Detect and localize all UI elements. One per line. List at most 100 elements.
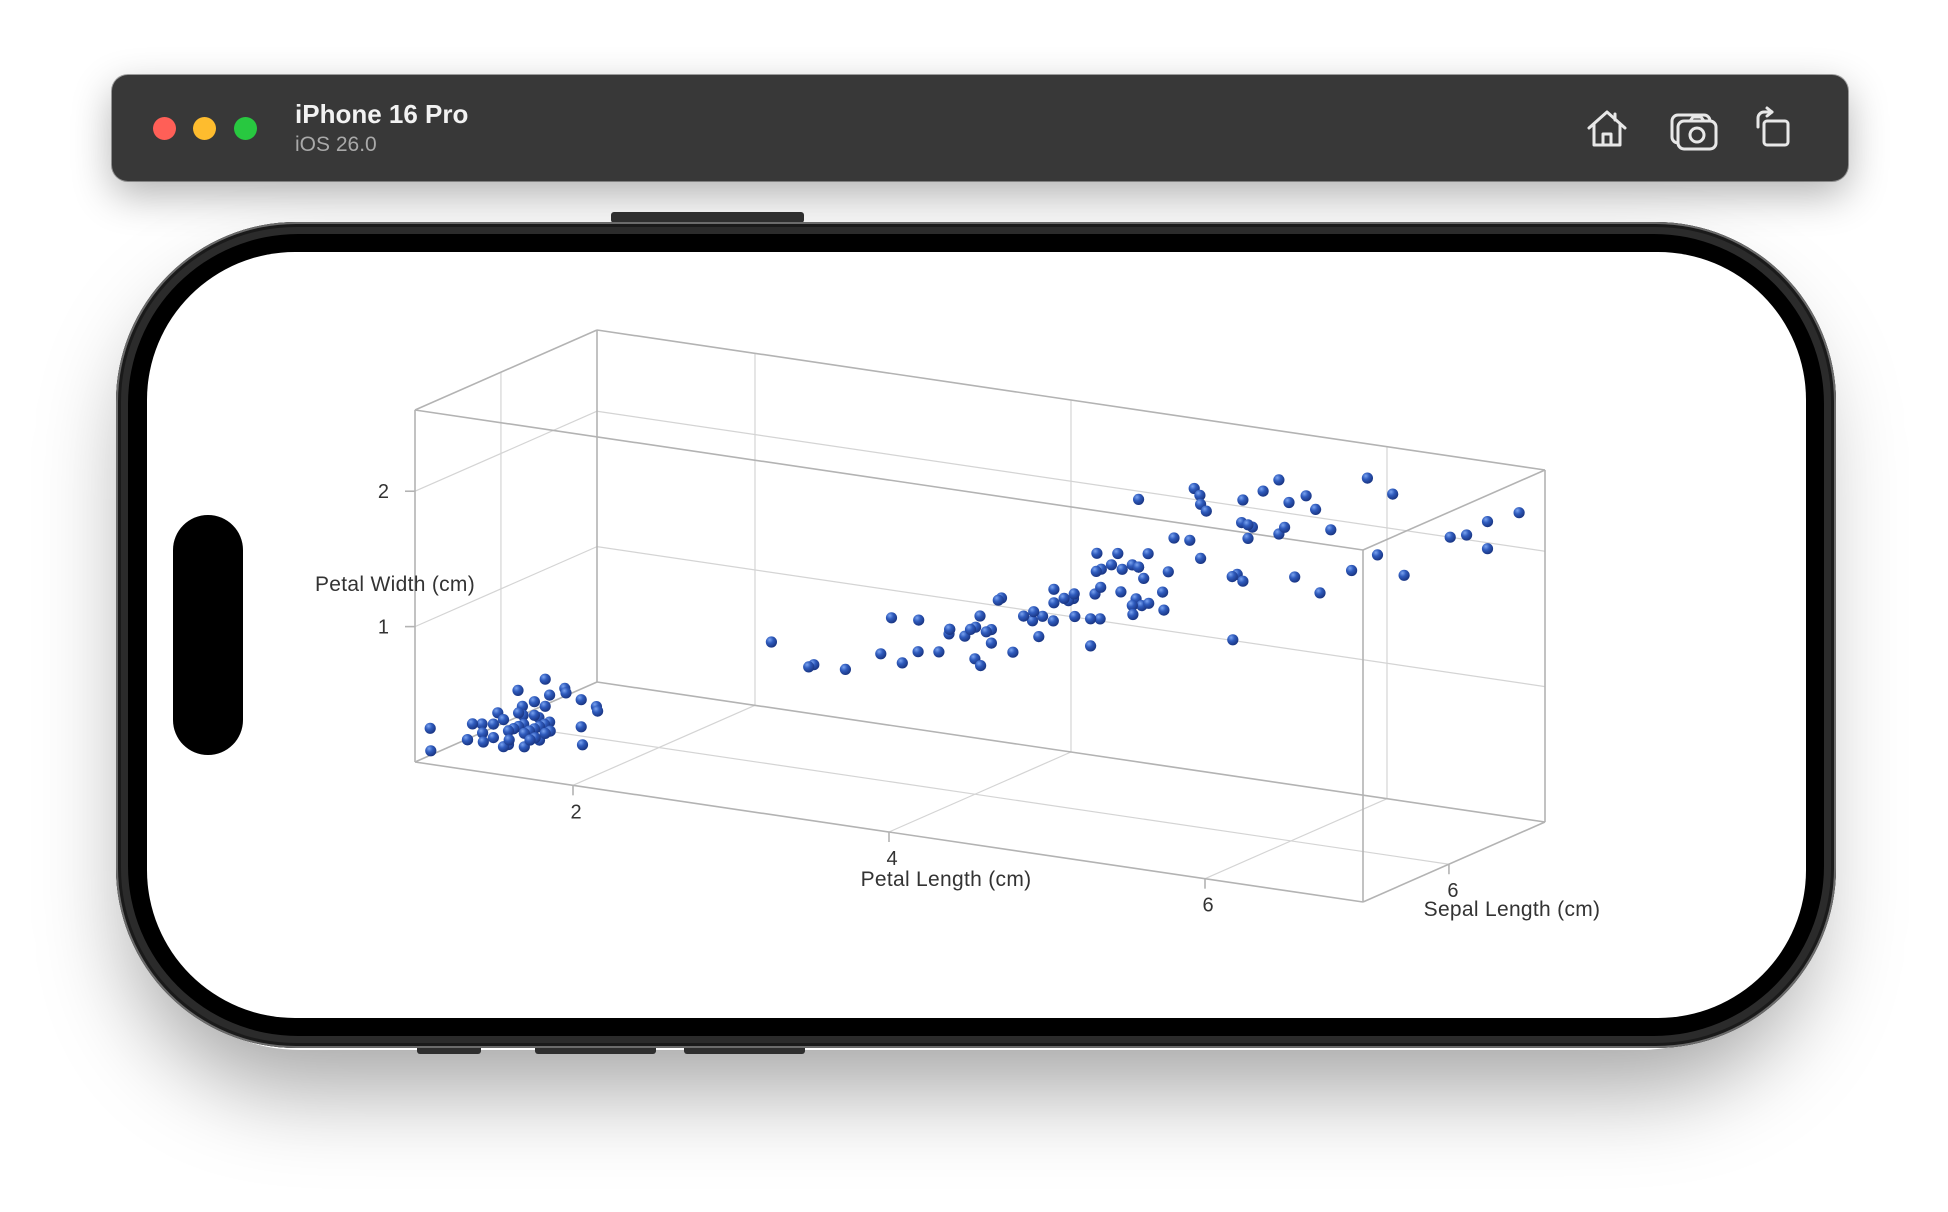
scatter-point <box>544 689 556 701</box>
scatter-point <box>1091 547 1103 559</box>
home-button[interactable] <box>1582 103 1632 153</box>
scatter-point <box>1018 610 1030 622</box>
scatter-point <box>1069 610 1081 623</box>
scatter-point <box>524 734 536 746</box>
scatter-point <box>1157 586 1169 598</box>
scatter-point <box>803 661 815 673</box>
scatter-point <box>975 660 987 672</box>
scatter-point <box>1481 543 1494 555</box>
box-edge <box>414 329 598 411</box>
x-tick-label: 2 <box>570 801 581 823</box>
camera-icon <box>1670 113 1718 151</box>
scatter-point <box>885 612 898 624</box>
grid-line-x-floor <box>888 751 1072 833</box>
scatter-point <box>1398 569 1410 581</box>
scatter-point <box>1325 524 1337 536</box>
scatter-point <box>1242 519 1254 531</box>
scatter-point <box>933 646 945 658</box>
scatter-point <box>575 721 587 733</box>
scatter-point <box>1162 566 1174 578</box>
scatter-point <box>1090 565 1102 578</box>
scatter-point <box>1007 646 1019 658</box>
scatter-point <box>1143 597 1155 609</box>
scatter-point <box>466 718 479 730</box>
phone-screen <box>147 252 1806 1018</box>
scatter-point <box>1242 532 1254 545</box>
home-icon <box>1587 110 1627 147</box>
scatter-point <box>1085 613 1097 625</box>
scatter-point <box>1227 634 1239 646</box>
zoom-window-button[interactable] <box>234 117 257 140</box>
scatter-point <box>425 745 437 757</box>
scatter-point <box>497 714 510 726</box>
scatter-point <box>575 694 587 706</box>
scatter-point <box>964 623 977 636</box>
scatter-point <box>1033 631 1045 643</box>
close-window-button[interactable] <box>153 117 176 140</box>
scatter-point <box>875 648 887 660</box>
hardware-button-volume-down[interactable] <box>684 1044 805 1054</box>
rotate-icon <box>1756 106 1790 147</box>
scatter-point <box>1138 572 1150 585</box>
scatter-point <box>1047 615 1059 627</box>
scatter-point <box>424 722 436 734</box>
scatter-point <box>1126 599 1138 612</box>
scatter-point <box>1283 496 1295 509</box>
scatter-point <box>1310 503 1322 515</box>
scatter-point <box>1048 583 1060 595</box>
scatter-point <box>1226 571 1238 583</box>
scatter-point <box>1279 521 1291 533</box>
scatter-point <box>1184 534 1196 546</box>
scatter-point <box>503 734 515 746</box>
scatter-point <box>1158 604 1170 616</box>
scatter-point <box>1513 507 1525 519</box>
scatter-point <box>1048 597 1060 609</box>
minimize-window-button[interactable] <box>193 117 216 140</box>
scatter-point <box>1095 581 1107 593</box>
scatter-point <box>539 727 551 740</box>
scatter-point <box>528 696 541 708</box>
scatter-point <box>513 707 525 719</box>
scatter-point <box>539 700 551 712</box>
scatter-point <box>1133 493 1145 505</box>
scatter-point <box>980 626 992 638</box>
scatter-point <box>1085 640 1097 652</box>
scatter-point <box>1058 592 1070 605</box>
scatter-point <box>1200 505 1212 517</box>
hardware-button-action[interactable] <box>417 1044 481 1054</box>
hardware-button-volume-up[interactable] <box>535 1044 656 1054</box>
scatter-point <box>1444 531 1456 543</box>
scatter-point <box>1361 472 1373 484</box>
scatter-point <box>476 718 488 730</box>
scatter-point <box>1195 552 1207 565</box>
scatter-point <box>487 718 499 730</box>
grid-line-z-floor <box>500 723 1450 865</box>
z-tick-label: 6 <box>1447 880 1458 902</box>
device-name: iPhone 16 Pro <box>295 99 469 129</box>
simulator-title-bar: iPhone 16 Pro iOS 26.0 <box>112 75 1848 181</box>
scatter-point <box>560 687 572 699</box>
chart-points <box>424 472 1525 757</box>
scatter-point <box>477 736 489 748</box>
chart-labels: Petal Length (cm) Petal Width (cm) Sepal… <box>315 481 1600 921</box>
x-tick-label: 4 <box>886 848 897 870</box>
scatter-point <box>1028 606 1040 618</box>
scatter-point <box>1289 571 1301 583</box>
scatter-point <box>1461 529 1473 541</box>
os-version: iOS 26.0 <box>295 133 377 156</box>
scatter-point <box>512 684 524 697</box>
chart-bounding-box <box>405 329 1546 903</box>
rotate-button[interactable] <box>1748 103 1798 153</box>
hardware-button-top[interactable] <box>611 212 804 223</box>
scatter-point <box>974 610 986 622</box>
grid-line-y-sidewall <box>414 410 598 492</box>
box-edge <box>1362 469 1546 551</box>
scatter-point <box>1237 575 1249 587</box>
screenshot-button[interactable] <box>1668 103 1718 153</box>
scatter-point <box>461 734 474 746</box>
scatter-point <box>1142 548 1154 560</box>
scatter-point <box>1481 516 1494 528</box>
scatter-point <box>839 663 852 676</box>
scatter-point <box>912 646 924 658</box>
